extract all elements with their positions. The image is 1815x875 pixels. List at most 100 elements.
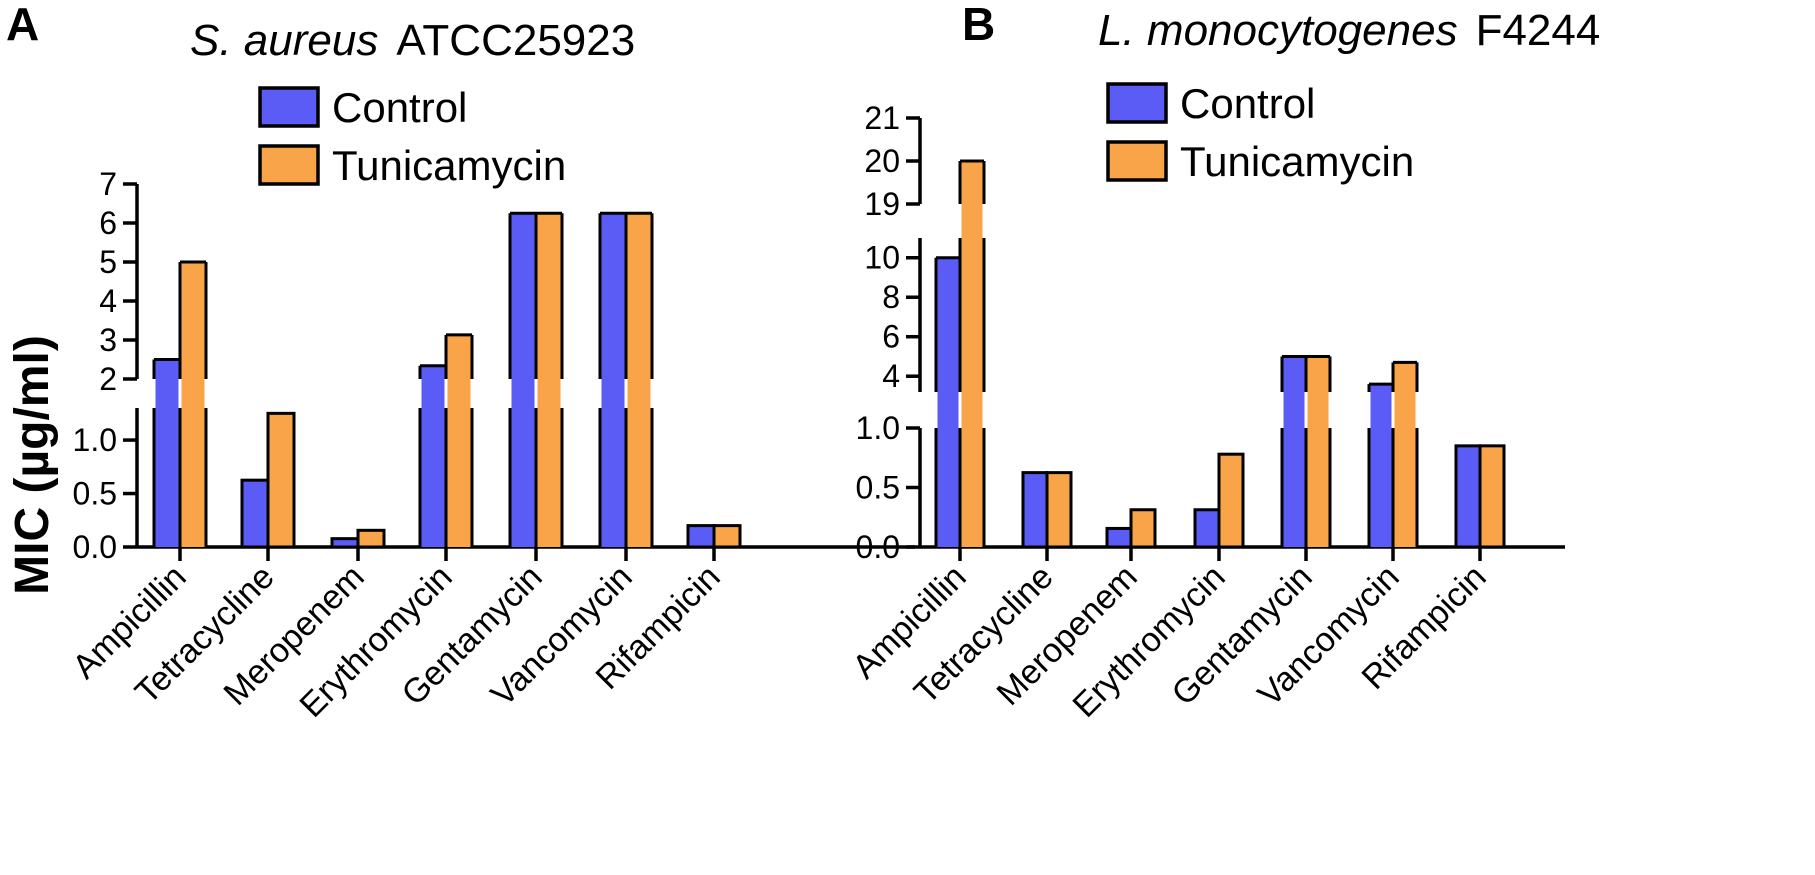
panel-b-letter: B (962, 0, 995, 50)
bar-piece (936, 257, 960, 392)
bar-piece (154, 408, 180, 547)
panel-a-bar-control-erythromycin (418, 364, 448, 547)
panel-b-ytick-label-0-2: 1.0 (856, 410, 900, 446)
bar-piece (960, 161, 984, 204)
bar-gap-fill (1283, 392, 1305, 428)
panel-a-ylabel: MIC (µg/ml) (6, 335, 59, 595)
panel-a-bar-control-ampicillin (152, 358, 182, 547)
bar-piece (1306, 428, 1330, 547)
panel-a-title: S. aureus ATCC25923 (190, 16, 635, 65)
panel-a-ytick-label-1-5: 7 (99, 166, 117, 202)
panel-b-legend-label-control: Control (1180, 80, 1315, 127)
bar-gap-fill (961, 204, 983, 238)
panel-b-bar-control-meropenem (1105, 526, 1133, 549)
panel-a-legend-swatch-control (258, 86, 320, 128)
panel-a-bar-tunicamycin-vancomycin (624, 211, 654, 547)
bar-piece (1393, 362, 1417, 392)
panel-a-ytick-label-0-2: 1.0 (73, 422, 117, 458)
panel-b-ytick-label-1-3: 10 (864, 240, 900, 276)
panel-b-ytick-label-0-0: 0.0 (856, 529, 900, 565)
panel-a-organism: S. aureus (190, 16, 378, 65)
panel-a-bar-control-rifampicin (686, 524, 716, 549)
bar-gap-fill (1370, 392, 1392, 428)
bar-piece (446, 408, 472, 547)
bar-piece (420, 365, 446, 379)
panel-b-bar-control-rifampicin (1454, 444, 1482, 549)
bar-piece (1369, 384, 1393, 392)
bar-piece (600, 408, 626, 547)
bar-piece (154, 359, 180, 379)
panel-b-bar-control-gentamycin (1280, 354, 1308, 547)
bar-gap-fill (1394, 392, 1416, 428)
bar-piece (1306, 356, 1330, 392)
panel-b-legend-label-tunicamycin: Tunicamycin (1180, 138, 1414, 185)
panel-a-ytick-label-1-4: 6 (99, 205, 117, 241)
panel-b-title: L. monocytogenes F4244 (1098, 6, 1600, 55)
panel-a-ytick-label-1-2: 4 (99, 283, 117, 319)
bar-gap-fill (447, 379, 471, 408)
panel-b-bar-control-tetracycline (1021, 471, 1049, 549)
panel-a-bar-control-tetracycline (240, 478, 270, 549)
bar-piece (510, 408, 536, 547)
panel-b-legend-swatch-control (1106, 82, 1168, 124)
panel-b-bar-tunicamycin-vancomycin (1391, 360, 1419, 547)
panel-a-legend-label-tunicamycin: Tunicamycin (332, 142, 566, 189)
bar-piece (960, 428, 984, 547)
bar-piece (626, 213, 652, 379)
panel-b-bar-tunicamycin-meropenem (1129, 508, 1157, 549)
bar-piece (1282, 428, 1306, 547)
panel-b-ytick-label-2-2: 21 (864, 100, 900, 136)
bar-piece (446, 334, 472, 379)
panel-a-ytick-label-0-0: 0.0 (73, 529, 117, 565)
bar-gap-fill (1307, 392, 1329, 428)
bar-piece (936, 428, 960, 547)
panel-b-ytick-label-1-0: 4 (882, 358, 900, 394)
panel-b-bar-tunicamycin-rifampicin (1478, 444, 1506, 549)
bar-piece (960, 238, 984, 392)
panel-b-bar-tunicamycin-ampicillin (958, 159, 986, 547)
bar-piece (536, 213, 562, 379)
panel-b-strain: F4244 (1476, 6, 1601, 55)
panel-b-bar-control-vancomycin (1367, 382, 1395, 547)
panel-a-bar-tunicamycin-ampicillin (178, 260, 208, 547)
bar-piece (180, 408, 206, 547)
panel-a-bar-tunicamycin-meropenem (356, 528, 386, 549)
panel-b-bar-control-ampicillin (934, 256, 962, 547)
panel-a-bar-control-vancomycin (598, 211, 628, 547)
bar-gap-fill (421, 379, 445, 408)
panel-a-bar-control-meropenem (330, 537, 360, 549)
panel-b-ytick-label-2-1: 20 (864, 143, 900, 179)
panel-b-bar-tunicamycin-gentamycin (1304, 354, 1332, 547)
panel-b-ytick-label-1-2: 8 (882, 279, 900, 315)
bar-piece (626, 408, 652, 547)
bar-gap-fill (181, 379, 205, 408)
panel-a-bar-tunicamycin-gentamycin (534, 211, 564, 547)
panel-b-legend-swatch-tunicamycin (1106, 140, 1168, 182)
bar-piece (180, 262, 206, 379)
panel-b-chart: 0.00.51.046810192021AmpicillinTetracycli… (845, 80, 1565, 725)
bar-gap-fill (537, 379, 561, 408)
bar-piece (1282, 356, 1306, 392)
panel-a-strain: ATCC25923 (396, 16, 635, 65)
panel-a-letter: A (6, 0, 39, 50)
panel-b-ytick-label-1-1: 6 (882, 319, 900, 355)
bar-piece (600, 213, 626, 379)
panel-b-bar-tunicamycin-erythromycin (1217, 452, 1245, 549)
panel-b-bar-control-erythromycin (1193, 508, 1221, 549)
panel-b-xlabel-erythromycin: Erythromycin (1066, 558, 1233, 725)
panel-a-ytick-label-1-1: 3 (99, 322, 117, 358)
panel-a-ytick-label-1-3: 5 (99, 244, 117, 280)
panel-a-legend-swatch-tunicamycin (258, 144, 320, 186)
bar-gap-fill (627, 379, 651, 408)
panel-a-xlabel-erythromycin: Erythromycin (293, 558, 460, 725)
bar-gap-fill (937, 392, 959, 428)
panel-a-bar-tunicamycin-tetracycline (266, 411, 296, 549)
bar-gap-fill (961, 392, 983, 428)
bar-piece (536, 408, 562, 547)
panel-a-ytick-label-1-0: 2 (99, 361, 117, 397)
bar-piece (420, 408, 446, 547)
panel-b-ytick-label-0-1: 0.5 (856, 470, 900, 506)
bar-gap-fill (601, 379, 625, 408)
panel-b-organism: L. monocytogenes (1098, 6, 1458, 55)
